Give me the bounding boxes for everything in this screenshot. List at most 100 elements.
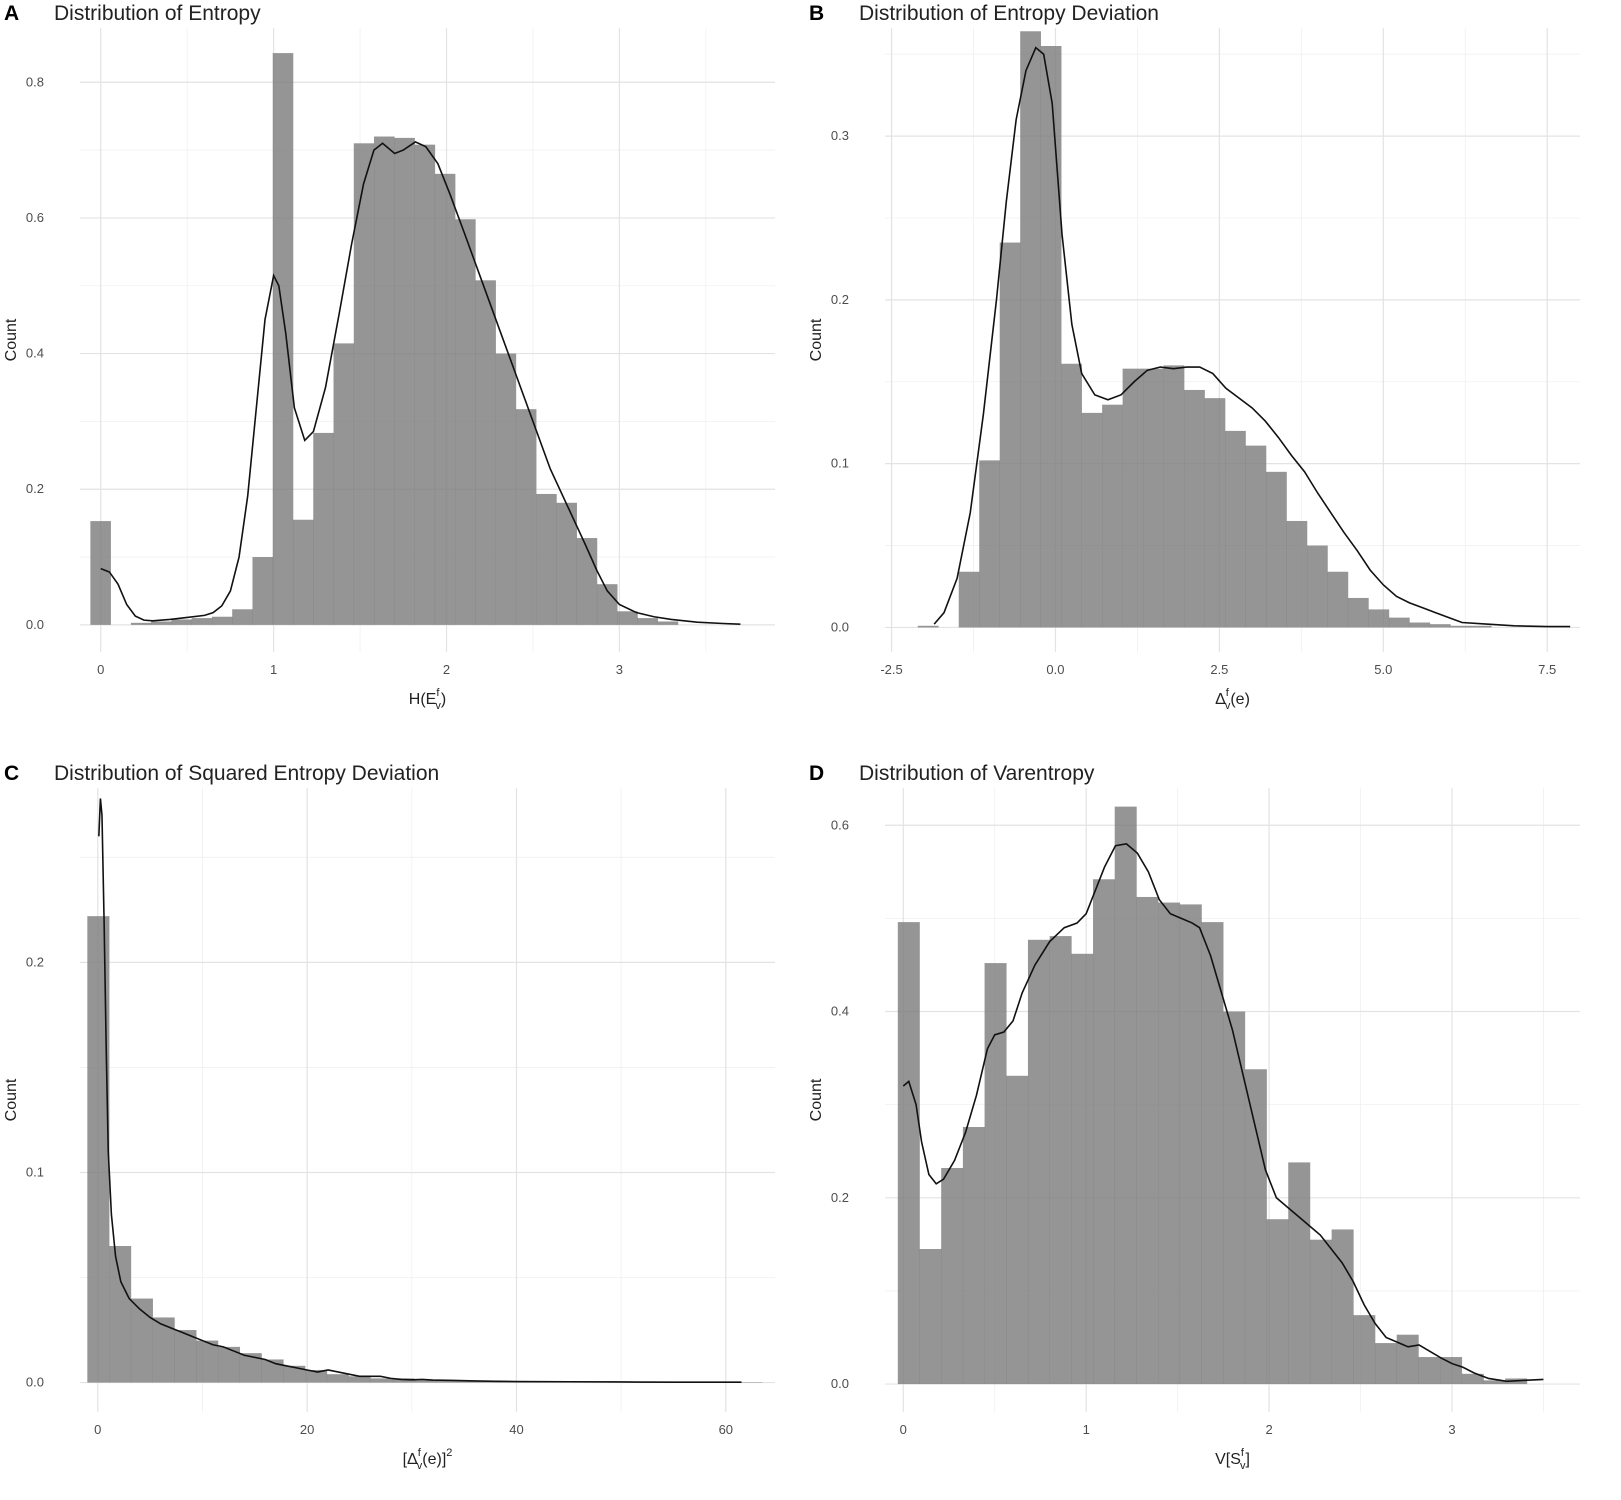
density-line: [902, 843, 1544, 1383]
bar: [962, 1127, 985, 1385]
bar: [435, 1380, 458, 1383]
bar: [353, 143, 375, 625]
bar: [576, 538, 598, 625]
chart-title: Distribution of Squared Entropy Deviatio…: [54, 762, 439, 785]
bar: [1020, 31, 1041, 628]
bar: [919, 1249, 942, 1385]
bar: [455, 219, 476, 625]
bar: [1114, 806, 1137, 1385]
x-axis-label-base: Δ: [1215, 691, 1226, 708]
bar: [130, 622, 152, 625]
bar: [1440, 1357, 1463, 1385]
y-axis-label: Count: [808, 318, 825, 361]
bar: [1286, 520, 1308, 628]
x-axis-label-tail: (e): [1230, 691, 1250, 708]
bar: [191, 618, 213, 625]
y-tick-label: 0.4: [26, 346, 44, 361]
y-tick-label: 0.8: [26, 74, 44, 89]
bars: [87, 916, 763, 1383]
bar: [1049, 936, 1072, 1385]
bar: [239, 1353, 262, 1383]
x-tick-label: 0: [900, 1422, 907, 1437]
bar: [413, 1380, 436, 1383]
bar: [434, 173, 456, 625]
bar: [1061, 363, 1082, 628]
gridlines: [80, 788, 775, 1412]
bar: [515, 409, 537, 625]
bar: [87, 916, 110, 1383]
panel-letter: C: [4, 762, 19, 785]
y-tick-label: 0.2: [831, 1190, 849, 1205]
density-line: [933, 46, 1571, 628]
bar: [151, 621, 172, 625]
panel-letter: B: [809, 2, 824, 25]
bar: [1006, 1075, 1029, 1385]
bar: [1244, 1069, 1267, 1385]
bar: [232, 609, 253, 625]
bar: [326, 1374, 349, 1383]
x-axis-label-tail-sup: 2: [446, 1447, 452, 1459]
bar: [999, 242, 1021, 628]
tick-labels: 0 1 2 3 0.0 0.2 0.4 0.6: [831, 817, 1456, 1437]
bar: [109, 1246, 132, 1383]
panel-a: A Distribution of Entropy 0 1 2 3 0.0 0.2 0.4 0.6…: [0, 0, 800, 740]
y-tick-label: 0.3: [831, 128, 849, 143]
bar: [1266, 1219, 1289, 1385]
x-axis-label-tail: ): [441, 691, 446, 708]
panel-d: D Distribution of Varentropy 0 1 2 3 0.0 0.2 0.4…: [805, 760, 1605, 1500]
bar: [1327, 571, 1349, 628]
bars: [897, 806, 1528, 1385]
bar: [217, 1346, 241, 1383]
bar: [196, 1340, 219, 1383]
bar: [1388, 617, 1410, 628]
panel-c: C Distribution of Squared Entropy Deviati…: [0, 760, 800, 1500]
x-tick-label: -2.5: [880, 662, 902, 677]
bar: [313, 432, 334, 625]
bar: [370, 1378, 393, 1383]
bar: [536, 493, 557, 625]
bar: [1461, 1373, 1484, 1385]
x-tick-label: 5.0: [1374, 662, 1392, 677]
bar: [979, 460, 1001, 628]
x-axis-label-sup: f: [418, 1447, 422, 1459]
bar: [1483, 1380, 1506, 1385]
y-tick-label: 0.6: [831, 817, 849, 832]
bar: [1418, 1357, 1441, 1385]
bar: [414, 144, 436, 625]
bar: [392, 1378, 415, 1383]
y-tick-label: 0.4: [831, 1004, 849, 1019]
bar: [1245, 445, 1267, 628]
bar: [305, 1369, 328, 1383]
bar: [1396, 1334, 1419, 1385]
bar: [211, 616, 233, 625]
chart-title: Distribution of Entropy Deviation: [859, 2, 1159, 25]
x-tick-label: 2: [443, 662, 450, 677]
y-tick-label: 0.2: [26, 954, 44, 969]
y-tick-label: 0.1: [831, 456, 849, 471]
y-axis-label: Count: [808, 1078, 825, 1121]
x-axis-label-base: H(E: [409, 691, 437, 708]
bar: [374, 136, 395, 625]
bar: [171, 619, 192, 625]
panel-b: B Distribution of Entropy Deviation -2.5 0.…: [805, 0, 1605, 740]
bar: [174, 1330, 197, 1383]
bars: [90, 53, 679, 625]
bar: [958, 571, 980, 628]
bar: [1093, 879, 1116, 1385]
bar: [475, 280, 496, 625]
x-tick-label: 3: [1448, 1422, 1455, 1437]
bar: [272, 53, 294, 625]
bar: [495, 353, 517, 625]
chart-a: A Distribution of Entropy 0 1 2 3 0.0 0.2 0.4 0.6…: [3, 2, 775, 712]
chart-d: D Distribution of Varentropy 0 1 2 3 0.0 0.2 0.4…: [808, 762, 1580, 1472]
bar: [1225, 430, 1246, 628]
bar: [1288, 1162, 1311, 1385]
bar: [333, 343, 355, 625]
bar: [252, 557, 274, 625]
bar: [1265, 471, 1287, 628]
y-tick-label: 0.6: [26, 210, 44, 225]
tick-labels: 0 1 2 3 0.0 0.2 0.4 0.6 0.8: [26, 74, 623, 677]
x-tick-label: 0: [94, 1422, 101, 1437]
x-tick-label: 0.0: [1046, 662, 1064, 677]
bar: [292, 519, 314, 625]
